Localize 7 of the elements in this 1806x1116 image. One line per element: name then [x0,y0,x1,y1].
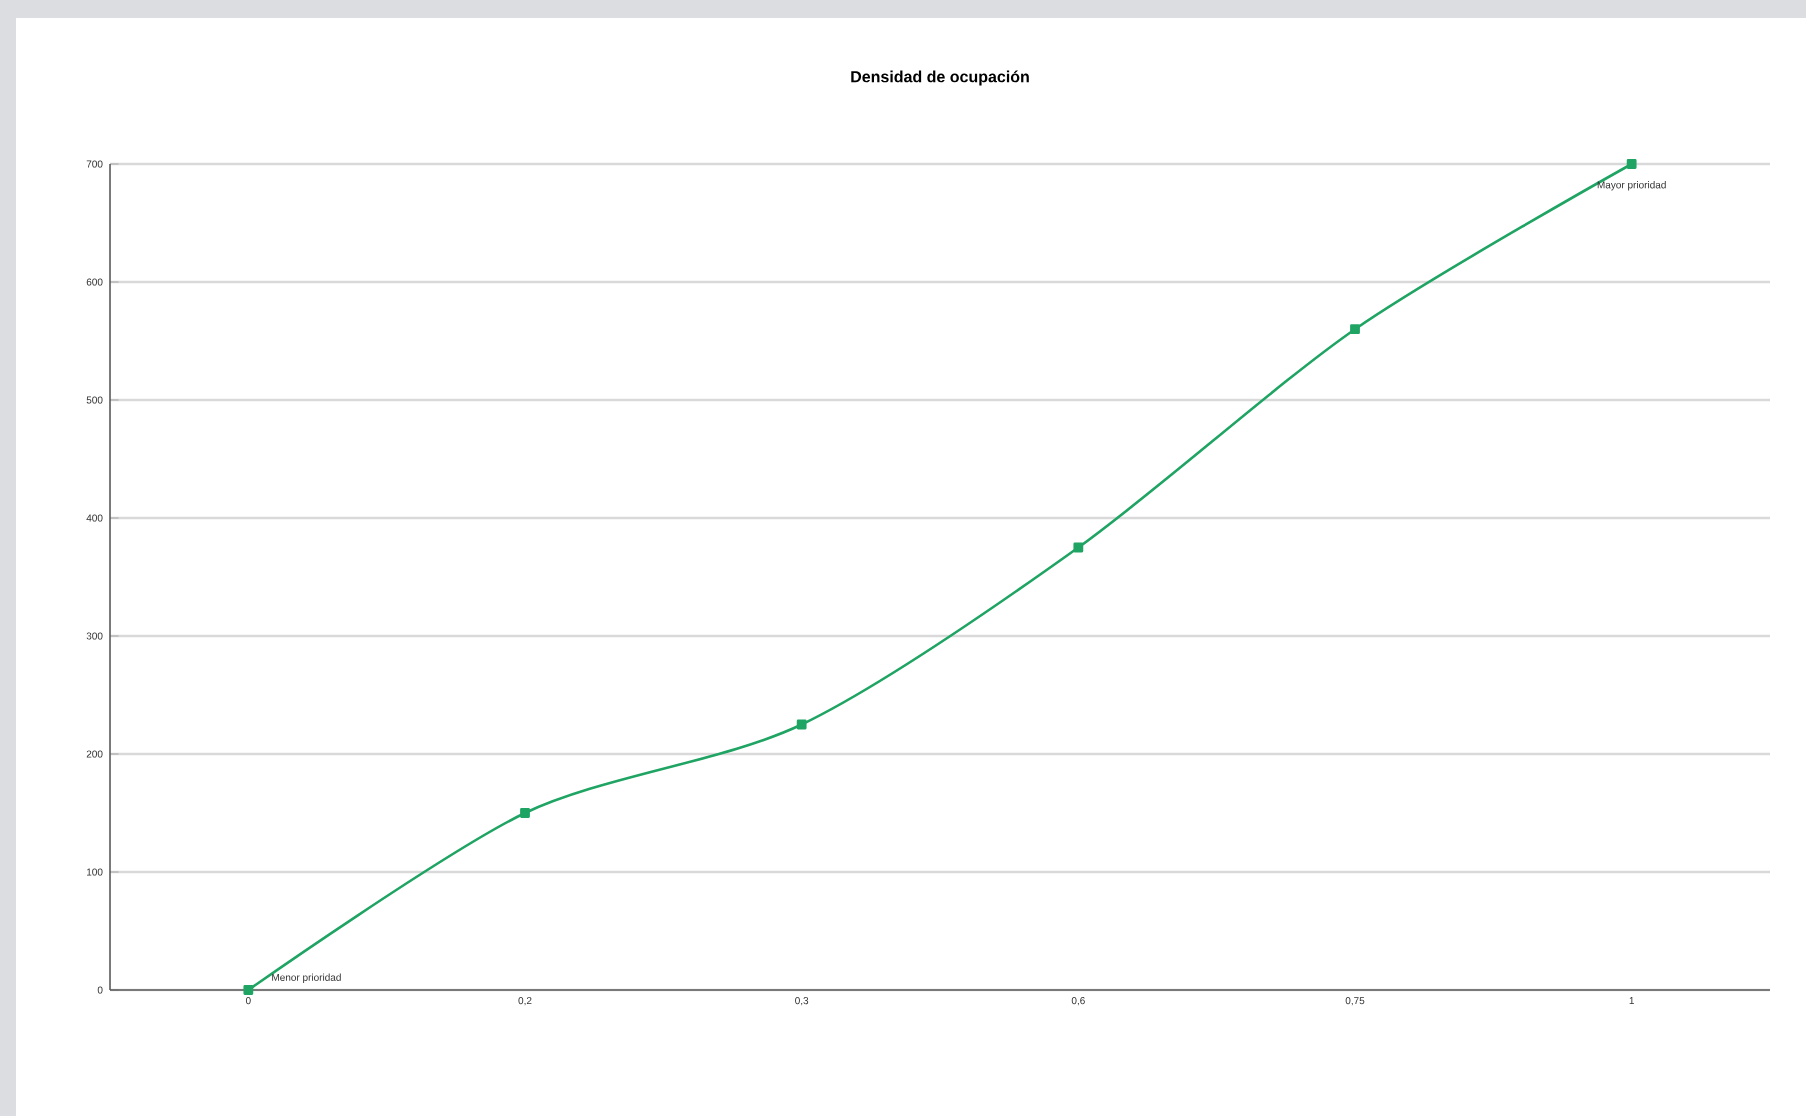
chart-title: Densidad de ocupación [851,70,1029,86]
point [1626,159,1637,169]
point [796,719,807,730]
point [243,985,254,995]
point [520,808,530,818]
point [1350,324,1360,335]
point [1073,542,1084,553]
